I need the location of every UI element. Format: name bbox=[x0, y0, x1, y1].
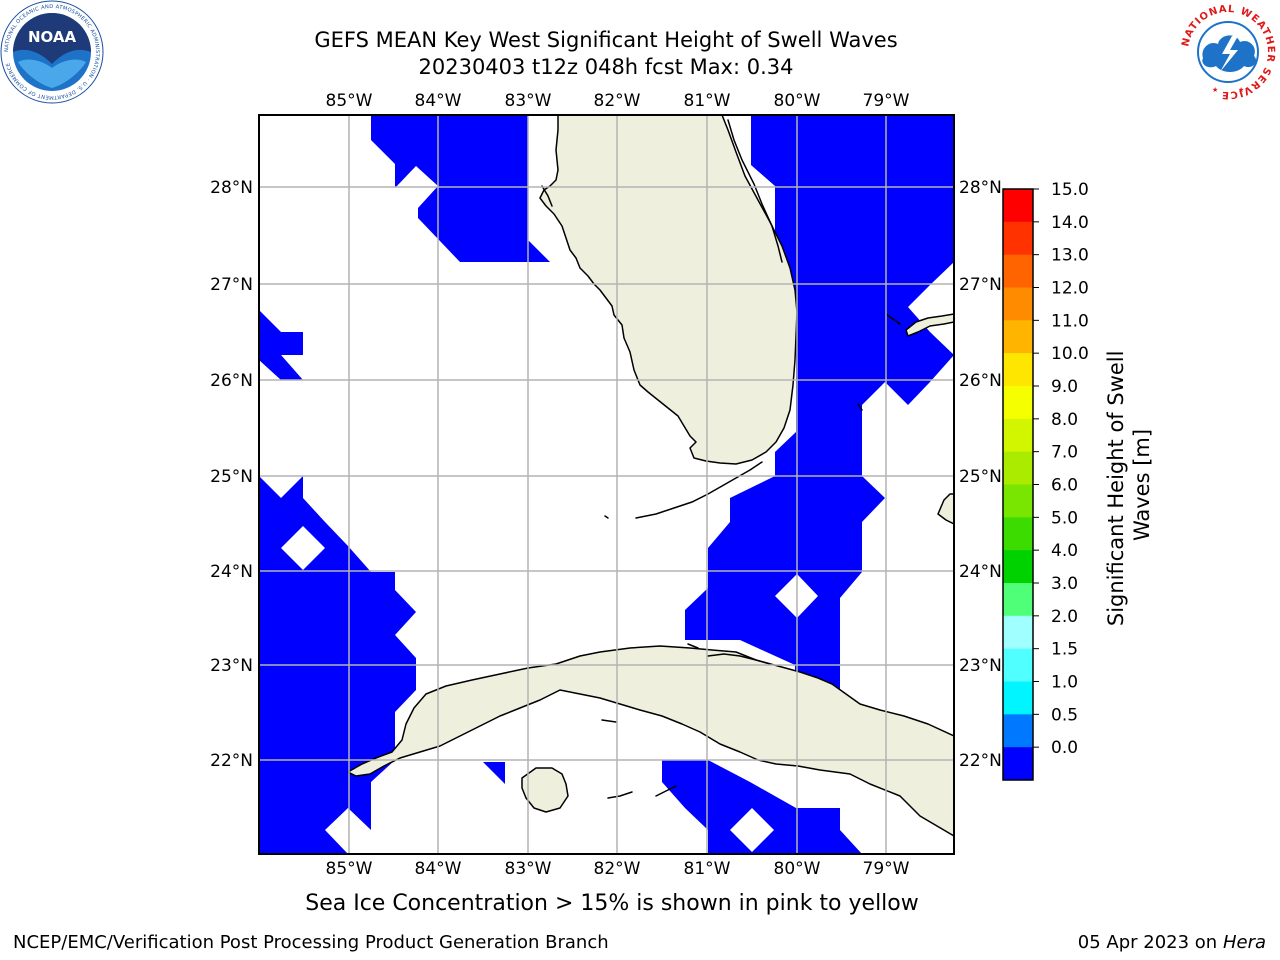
lat-label: 28°N bbox=[210, 178, 253, 198]
colorbar-segment bbox=[1003, 517, 1033, 551]
colorbar-segment bbox=[1003, 418, 1033, 453]
isla-de-la-juventud bbox=[521, 767, 569, 813]
colorbar-segment bbox=[1003, 287, 1033, 321]
lat-labels-right: 28°N 27°N 26°N 25°N 24°N 23°N 22°N bbox=[959, 178, 1002, 771]
lat-label: 22°N bbox=[959, 751, 1002, 771]
colorbar-segment bbox=[1003, 254, 1033, 288]
lon-label: 82°W bbox=[594, 91, 641, 111]
bahamas-andros bbox=[937, 493, 954, 525]
colorbar-segment bbox=[1003, 320, 1033, 354]
colorbar-tick-label: 6.0 bbox=[1051, 476, 1078, 496]
colorbar-label: Significant Height of Swell Waves [m] bbox=[1104, 344, 1154, 626]
lon-label: 83°W bbox=[505, 91, 552, 111]
florida-peninsula bbox=[539, 115, 798, 465]
lon-label: 84°W bbox=[415, 859, 462, 879]
lon-label: 80°W bbox=[774, 91, 821, 111]
lat-label: 28°N bbox=[959, 178, 1002, 198]
colorbar-tick-label: 4.0 bbox=[1051, 541, 1078, 561]
bahamas-grand-bahama bbox=[905, 313, 954, 337]
colorbar-tick-label: 1.0 bbox=[1051, 673, 1078, 693]
lon-labels-bottom: 85°W 84°W 83°W 82°W 81°W 80°W 79°W bbox=[326, 859, 910, 879]
lat-labels-left: 28°N 27°N 26°N 25°N 24°N 23°N 22°N bbox=[210, 178, 253, 771]
colorbar-tick-label: 7.0 bbox=[1051, 443, 1078, 463]
colorbar-tick-label: 12.0 bbox=[1051, 279, 1089, 299]
colorbar-segment bbox=[1003, 615, 1033, 650]
colorbar-segment bbox=[1003, 747, 1033, 781]
noaa-logo-icon: NATIONAL OCEANIC AND ATMOSPHERIC ADMINIS… bbox=[0, 0, 104, 104]
lat-label: 25°N bbox=[210, 467, 253, 487]
land-masses bbox=[347, 115, 954, 837]
lon-label: 81°W bbox=[684, 91, 731, 111]
noaa-logo-text: NOAA bbox=[28, 28, 77, 46]
sea-ice-note: Sea Ice Concentration > 15% is shown in … bbox=[305, 891, 919, 916]
lon-label: 79°W bbox=[863, 859, 910, 879]
colorbar: 15.0 14.0 13.0 12.0 11.0 10.0 9.0 8.0 7.0 6.0 5.0 4… bbox=[1002, 180, 1089, 781]
swell-region-south bbox=[662, 760, 862, 854]
lat-label: 26°N bbox=[210, 371, 253, 391]
colorbar-segment bbox=[1003, 451, 1033, 485]
lat-label: 23°N bbox=[959, 656, 1002, 676]
colorbar-tick-label: 13.0 bbox=[1051, 246, 1089, 266]
coastline-details bbox=[541, 119, 901, 799]
colorbar-segment bbox=[1003, 681, 1033, 715]
forecast-info: 20230403 t12z 048h fcst Max: 0.34 bbox=[418, 55, 794, 79]
lon-label: 82°W bbox=[594, 859, 641, 879]
colorbar-tick-label: 1.5 bbox=[1051, 640, 1078, 660]
nws-logo-icon: NATIONAL WEATHER SERVICE ★ ★ bbox=[1178, 2, 1278, 102]
colorbar-tick-label: 8.0 bbox=[1051, 410, 1078, 430]
lat-label: 27°N bbox=[210, 275, 253, 295]
lon-labels-top: 85°W 84°W 83°W 82°W 81°W 80°W 79°W bbox=[326, 91, 910, 111]
colorbar-tick-label: 0.0 bbox=[1051, 738, 1078, 758]
colorbar-segment bbox=[1003, 714, 1033, 748]
colorbar-segment bbox=[1003, 484, 1033, 518]
colorbar-tick-label: 10.0 bbox=[1051, 344, 1089, 364]
colorbar-segment bbox=[1003, 221, 1033, 256]
lon-label: 81°W bbox=[684, 859, 731, 879]
lat-label: 24°N bbox=[959, 562, 1002, 582]
map-title: GEFS MEAN Key West Significant Height of… bbox=[314, 28, 898, 52]
lon-label: 79°W bbox=[863, 91, 910, 111]
svg-text:★: ★ bbox=[1212, 86, 1218, 94]
colorbar-tick-label: 15.0 bbox=[1051, 180, 1089, 200]
lat-label: 22°N bbox=[210, 751, 253, 771]
footer-date: 05 Apr 2023 on Hera bbox=[1078, 932, 1266, 953]
footer-credit: NCEP/EMC/Verification Post Processing Pr… bbox=[13, 932, 609, 953]
colorbar-segment bbox=[1003, 583, 1033, 617]
lon-label: 84°W bbox=[415, 91, 462, 111]
lon-label: 80°W bbox=[774, 859, 821, 879]
colorbar-segment bbox=[1003, 550, 1033, 584]
lon-label: 85°W bbox=[326, 91, 373, 111]
footer-date-text: 05 Apr 2023 on bbox=[1077, 932, 1223, 953]
colorbar-tick-label: 2.0 bbox=[1051, 607, 1078, 627]
lat-label: 23°N bbox=[210, 656, 253, 676]
colorbar-segment bbox=[1003, 189, 1033, 223]
colorbar-segment bbox=[1003, 386, 1033, 420]
graticule bbox=[259, 115, 954, 854]
colorbar-segment bbox=[1003, 353, 1033, 387]
lat-label: 26°N bbox=[959, 371, 1002, 391]
swell-region-northwest bbox=[371, 115, 550, 262]
map-frame bbox=[258, 114, 955, 855]
lat-label: 27°N bbox=[959, 275, 1002, 295]
swell-region-west-upper bbox=[259, 310, 303, 380]
colorbar-tick-label: 9.0 bbox=[1051, 377, 1078, 397]
colorbar-tick-label: 11.0 bbox=[1051, 311, 1089, 331]
colorbar-tick-label: 3.0 bbox=[1051, 574, 1078, 594]
swell-cell-small bbox=[483, 762, 505, 784]
lon-label: 83°W bbox=[505, 859, 552, 879]
lon-label: 85°W bbox=[326, 859, 373, 879]
footer-host: Hera bbox=[1222, 932, 1266, 953]
colorbar-tick-label: 14.0 bbox=[1051, 213, 1089, 233]
colorbar-segment bbox=[1003, 648, 1033, 682]
svg-text:★: ★ bbox=[1238, 86, 1244, 94]
colorbar-tick-label: 5.0 bbox=[1051, 508, 1078, 528]
lat-label: 25°N bbox=[959, 467, 1002, 487]
colorbar-tick-label: 0.5 bbox=[1051, 705, 1078, 725]
lat-label: 24°N bbox=[210, 562, 253, 582]
cuba bbox=[347, 645, 954, 837]
